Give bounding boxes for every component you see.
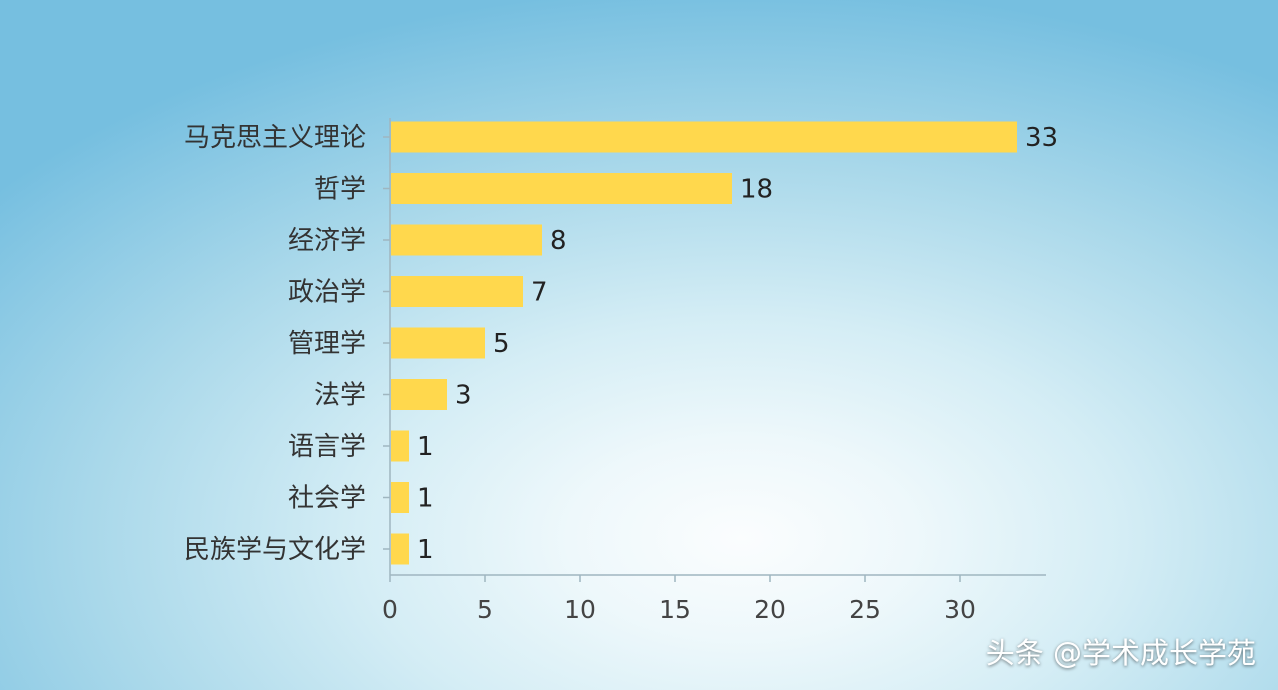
- bar: [391, 224, 542, 256]
- x-tick-label: 5: [477, 595, 493, 624]
- value-label: 33: [1025, 123, 1058, 153]
- category-label: 语言学: [288, 432, 366, 462]
- x-tick-label: 10: [564, 595, 596, 624]
- bar: [391, 482, 409, 513]
- watermark-text: 头条 @学术成长学苑: [985, 636, 1256, 670]
- x-tick-label: 20: [754, 595, 786, 624]
- bar: [391, 430, 409, 462]
- category-label: 法学: [314, 381, 366, 411]
- value-label: 1: [417, 432, 434, 462]
- bar: [391, 276, 523, 307]
- x-tick-label: 15: [659, 595, 691, 624]
- chart-axes: [383, 118, 1046, 582]
- bar: [391, 173, 732, 204]
- category-label: 政治学: [288, 278, 366, 308]
- value-label: 8: [550, 226, 567, 256]
- bar: [391, 121, 1017, 153]
- chart-labels: 0 5 10 15 20 25 30 马克思主义理论 33 哲学 18 经济学 8 政治学 7 管理学 5 法学 3…: [184, 123, 1058, 624]
- value-label: 3: [455, 381, 472, 411]
- x-tick-label: 30: [944, 595, 976, 624]
- category-label: 哲学: [314, 175, 366, 205]
- chart-bars: [391, 121, 1017, 565]
- category-label: 民族学与文化学: [184, 535, 366, 565]
- value-label: 18: [740, 175, 773, 205]
- value-label: 5: [493, 329, 510, 359]
- x-tick-label: 0: [382, 595, 398, 624]
- value-label: 7: [531, 278, 548, 308]
- category-label: 社会学: [288, 484, 366, 514]
- x-tick-label: 25: [849, 595, 881, 624]
- bar: [391, 379, 447, 410]
- bar: [391, 327, 485, 359]
- category-label: 管理学: [288, 329, 366, 359]
- category-label: 经济学: [288, 226, 366, 256]
- category-label: 马克思主义理论: [184, 123, 366, 153]
- value-label: 1: [417, 484, 434, 514]
- bar: [391, 533, 409, 565]
- value-label: 1: [417, 535, 434, 565]
